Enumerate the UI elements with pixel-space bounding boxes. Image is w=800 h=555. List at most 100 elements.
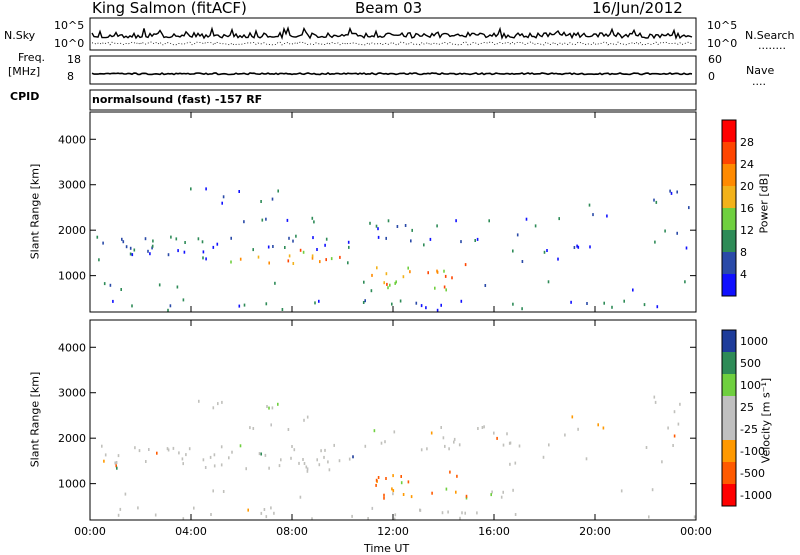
- velocity-cell: [645, 446, 648, 449]
- power-cell: [394, 281, 396, 285]
- power-cell: [151, 244, 154, 248]
- power-panel-frame: [89, 111, 697, 313]
- velocity-cell: [228, 456, 230, 460]
- cpid-panel-frame: [89, 89, 697, 111]
- velocity-cell: [500, 495, 503, 499]
- power-cell: [239, 257, 242, 261]
- power-cell: [330, 257, 333, 261]
- power-cell: [383, 281, 385, 285]
- velocity-cell: [502, 443, 505, 447]
- power-cell: [122, 240, 125, 244]
- velocity-cell: [148, 448, 150, 451]
- power-cell: [576, 244, 578, 248]
- power-cell: [257, 255, 260, 259]
- velocity-cell: [393, 517, 396, 521]
- power-cell: [451, 276, 453, 280]
- power-cell: [292, 262, 295, 265]
- velocity-colorbar-tick-label: 500: [740, 357, 761, 370]
- power-cell: [212, 245, 215, 249]
- velocity-cell: [518, 444, 521, 448]
- velocity-cell: [263, 508, 266, 511]
- power-cell: [112, 299, 114, 303]
- velocity-cell: [124, 492, 127, 496]
- velocity-cell: [278, 464, 281, 468]
- x-axis-label: Time UT: [364, 542, 410, 555]
- power-cell: [603, 301, 605, 305]
- power-cell: [632, 288, 634, 292]
- velocity-cell: [407, 480, 410, 484]
- power-cell: [369, 221, 371, 225]
- power-cell: [362, 301, 365, 304]
- power-cell: [120, 288, 122, 291]
- velocity-cell: [298, 461, 300, 465]
- power-cell: [144, 237, 147, 241]
- power-cell: [98, 258, 100, 262]
- power-cell: [643, 303, 646, 307]
- power-cell: [653, 198, 655, 202]
- velocity-cell: [167, 448, 170, 452]
- power-cell: [252, 248, 254, 252]
- velocity-cell: [156, 451, 158, 455]
- velocity-cell: [220, 445, 223, 449]
- velocity-cell: [220, 463, 223, 467]
- power-cell: [592, 213, 594, 217]
- power-cell: [325, 258, 327, 262]
- power-cell: [474, 239, 476, 242]
- power-cell: [464, 263, 467, 267]
- power-cell: [216, 242, 219, 246]
- power-cell: [103, 282, 106, 286]
- power-cell: [133, 248, 136, 252]
- power-cell: [558, 217, 560, 221]
- power-cell: [347, 261, 349, 265]
- power-cell: [311, 254, 314, 258]
- power-cell: [676, 190, 678, 194]
- velocity-cell: [477, 427, 479, 430]
- velocity-cell: [391, 487, 393, 491]
- power-y-tick-label: 2000: [58, 224, 86, 237]
- power-cell: [375, 224, 378, 228]
- power-cell: [347, 240, 350, 244]
- nsearch-bottom-tick: 10^0: [707, 37, 738, 50]
- velocity-cell: [324, 448, 326, 452]
- power-cell: [425, 306, 427, 310]
- power-cell: [371, 273, 373, 277]
- power-cell: [404, 224, 407, 227]
- power-cell: [409, 270, 411, 274]
- power-cell: [443, 285, 446, 289]
- velocity-cell: [394, 513, 397, 517]
- power-cell: [669, 189, 671, 193]
- velocity-cell: [154, 513, 157, 517]
- velocity-cell: [287, 428, 290, 431]
- power-colorbar-tick-label: 4: [740, 268, 747, 281]
- power-cell: [284, 246, 286, 249]
- velocity-cell: [316, 458, 318, 462]
- power-cell: [267, 245, 270, 249]
- power-cell: [407, 266, 409, 270]
- velocity-cell: [209, 455, 212, 459]
- freq-label: Freq.: [18, 51, 46, 64]
- velocity-cell: [483, 425, 485, 429]
- velocity-cell: [509, 441, 512, 445]
- power-cell: [476, 237, 479, 241]
- power-cell: [543, 250, 546, 254]
- velocity-cell: [400, 475, 402, 478]
- power-cell: [238, 304, 241, 308]
- velocity-cell: [145, 460, 147, 463]
- power-cell: [131, 253, 134, 257]
- velocity-colorbar-tick-label: -1000: [740, 489, 772, 502]
- velocity-cell: [384, 440, 386, 444]
- velocity-cell: [430, 431, 433, 435]
- power-cell: [324, 243, 326, 247]
- cpid-label: CPID: [10, 90, 40, 103]
- velocity-cell: [597, 423, 599, 427]
- power-colorbar-segment: [722, 164, 736, 186]
- power-cell: [387, 286, 389, 290]
- velocity-cell: [306, 467, 309, 471]
- cpid-text: normalsound (fast) -157 RF: [92, 93, 263, 106]
- freq-panel-frame: [89, 55, 697, 85]
- power-cell: [277, 189, 279, 193]
- velocity-cell: [455, 490, 457, 494]
- power-cell: [177, 249, 179, 253]
- velocity-cell: [542, 455, 545, 459]
